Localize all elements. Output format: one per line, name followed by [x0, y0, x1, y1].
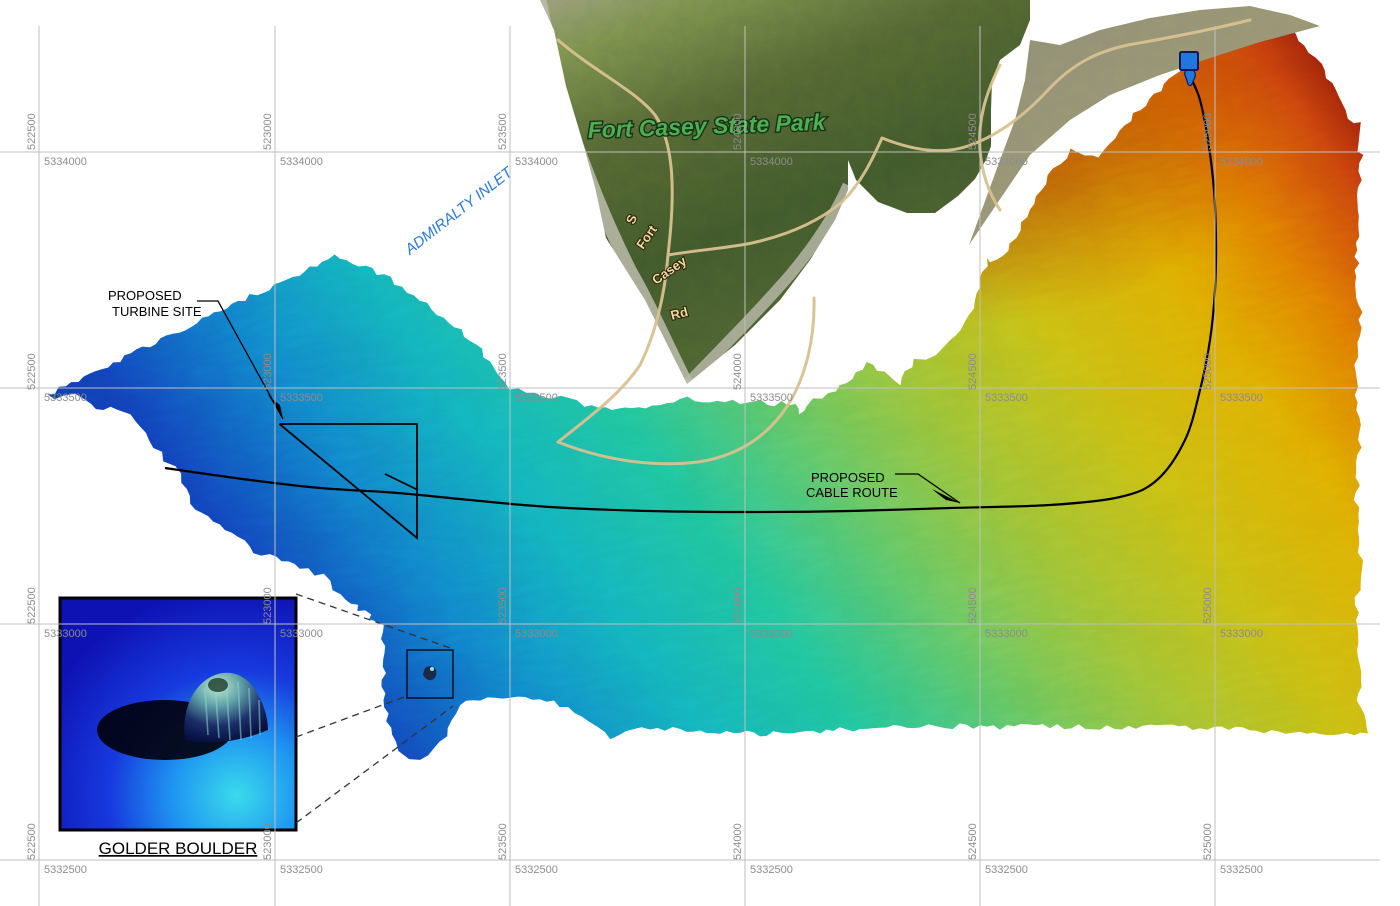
svg-text:5333500: 5333500 — [750, 392, 793, 404]
svg-text:523500: 523500 — [497, 587, 509, 624]
svg-text:525000: 525000 — [1202, 587, 1214, 624]
svg-text:522500: 522500 — [26, 113, 38, 150]
svg-text:525000: 525000 — [1202, 823, 1214, 860]
svg-text:5333500: 5333500 — [1220, 392, 1263, 404]
svg-text:524500: 524500 — [967, 587, 979, 624]
svg-text:5333000: 5333000 — [985, 628, 1028, 640]
svg-text:5333500: 5333500 — [280, 392, 323, 404]
svg-text:5334000: 5334000 — [280, 156, 323, 168]
svg-text:5333000: 5333000 — [750, 628, 793, 640]
svg-text:524500: 524500 — [967, 823, 979, 860]
svg-text:523000: 523000 — [262, 113, 274, 150]
svg-text:522500: 522500 — [26, 353, 38, 390]
svg-text:5333000: 5333000 — [44, 628, 87, 640]
svg-text:5332500: 5332500 — [750, 864, 793, 876]
svg-text:5332500: 5332500 — [44, 864, 87, 876]
svg-text:5332500: 5332500 — [985, 864, 1028, 876]
svg-text:524000: 524000 — [732, 353, 744, 390]
svg-text:524000: 524000 — [732, 587, 744, 624]
svg-text:524500: 524500 — [967, 113, 979, 150]
svg-text:524500: 524500 — [967, 353, 979, 390]
svg-text:525000: 525000 — [1202, 113, 1214, 150]
svg-text:5333500: 5333500 — [44, 392, 87, 404]
svg-text:5333000: 5333000 — [515, 628, 558, 640]
svg-text:525000: 525000 — [1202, 353, 1214, 390]
svg-text:5334000: 5334000 — [985, 156, 1028, 168]
svg-text:522500: 522500 — [26, 587, 38, 624]
svg-text:5334000: 5334000 — [44, 156, 87, 168]
svg-text:5334000: 5334000 — [750, 156, 793, 168]
svg-text:5332500: 5332500 — [280, 864, 323, 876]
svg-text:524000: 524000 — [732, 113, 744, 150]
svg-text:522500: 522500 — [26, 823, 38, 860]
svg-text:523000: 523000 — [262, 587, 274, 624]
svg-text:523500: 523500 — [497, 353, 509, 390]
svg-text:5332500: 5332500 — [1220, 864, 1263, 876]
svg-text:523500: 523500 — [497, 113, 509, 150]
svg-text:5333000: 5333000 — [280, 628, 323, 640]
svg-text:524000: 524000 — [732, 823, 744, 860]
svg-text:523500: 523500 — [497, 823, 509, 860]
svg-text:5333500: 5333500 — [985, 392, 1028, 404]
svg-text:523000: 523000 — [262, 353, 274, 390]
svg-text:5332500: 5332500 — [515, 864, 558, 876]
svg-text:5333000: 5333000 — [1220, 628, 1263, 640]
svg-text:5334000: 5334000 — [515, 156, 558, 168]
svg-text:5334000: 5334000 — [1220, 156, 1263, 168]
svg-text:523000: 523000 — [262, 823, 274, 860]
svg-text:5333500: 5333500 — [515, 392, 558, 404]
